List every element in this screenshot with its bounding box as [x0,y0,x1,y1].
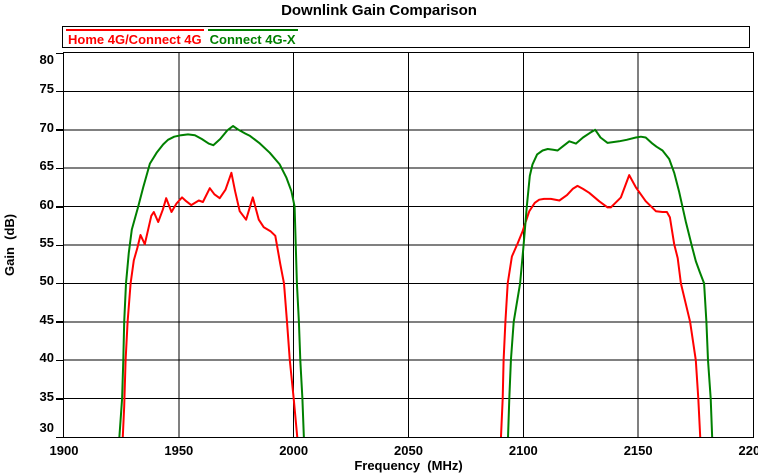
chart-title: Downlink Gain Comparison [281,2,477,19]
x-tick-label: 2000 [279,443,309,458]
y-tick-mark [56,167,64,170]
x-tick-label: 2100 [508,443,538,458]
y-tick-label: 50 [39,273,54,289]
y-tick-mark [56,282,64,285]
x-tick-label: 2050 [394,443,423,458]
y-tick-mark [56,52,64,54]
y-tick-label: 30 [39,420,54,435]
x-tick-label: 1900 [49,443,79,458]
legend-item: Connect 4G-X [207,29,298,47]
plot-svg [63,52,753,437]
x-tick-label: 2150 [623,443,653,458]
y-tick-mark [56,129,64,131]
x-tick-label: 2200 [738,443,758,458]
y-tick-mark [56,244,64,246]
legend-item-label: Connect 4G-X [209,32,296,47]
y-tick-mark [56,436,64,438]
y-tick-label: 75 [39,81,54,97]
series-line-1 [117,124,305,437]
y-tick-mark [56,321,64,323]
legend-item-label: Home 4G/Connect 4G [68,32,202,47]
series-line-0 [121,171,298,437]
y-tick-label: 65 [39,158,54,174]
y-tick-label: 60 [39,196,54,212]
y-tick-label: 45 [39,311,54,327]
x-axis-title: Frequency (MHz) [354,458,463,473]
legend-item: Home 4G/Connect 4G [66,29,204,47]
y-tick-label: 80 [39,52,54,67]
y-tick-mark [56,398,64,400]
legend: Home 4G/Connect 4G Connect 4G-X [62,26,750,48]
y-tick-mark [56,90,64,93]
plot-area [62,51,754,438]
y-tick-mark [56,359,64,362]
y-tick-label: 40 [39,350,54,366]
x-tick-label: 1950 [164,443,194,458]
series-line-1 [506,128,713,437]
y-tick-label: 70 [39,119,54,135]
y-tick-label: 35 [39,388,54,404]
series-line-0 [499,173,701,437]
y-tick-label: 55 [39,235,54,250]
y-tick-mark [56,206,64,208]
